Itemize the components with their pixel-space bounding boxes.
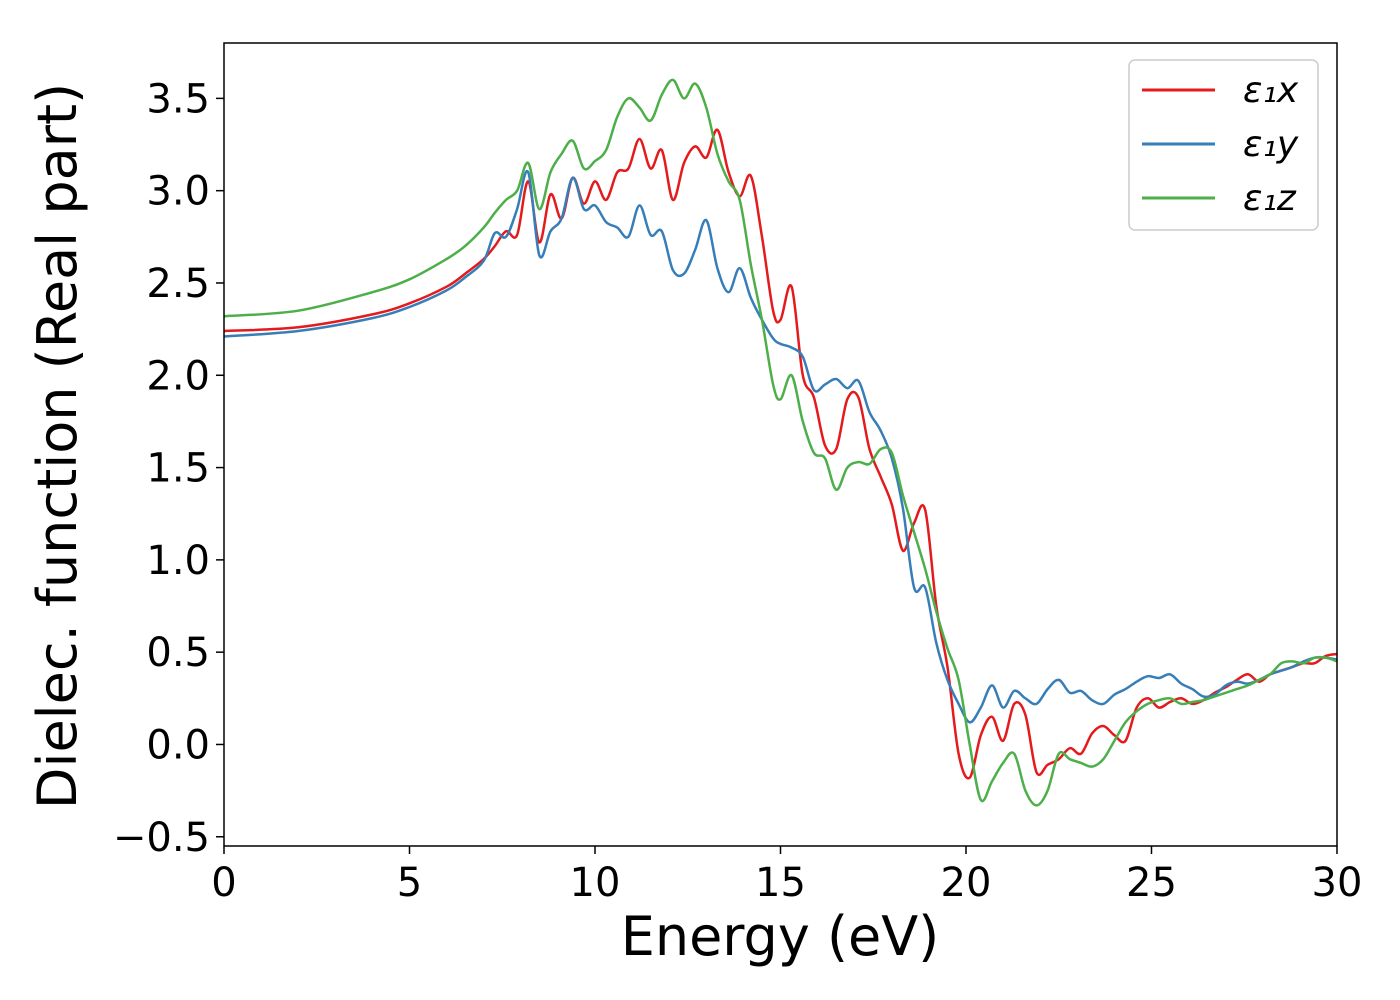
y-tick-label: 1.5 [146,446,210,492]
y-axis-ticks: −0.5 0.0 0.5 1.0 1.5 2.0 2.5 3.0 3.5 [113,76,224,861]
legend-label: ε₁y [1243,124,1299,165]
y-tick-label: 0.5 [146,630,210,676]
x-tick-label: 20 [941,860,992,906]
x-tick-label: 15 [755,860,806,906]
x-tick-label: 0 [211,860,236,906]
y-tick-label: 0.0 [146,722,210,768]
legend: ε₁x ε₁y ε₁z [1128,59,1319,231]
x-axis-title: Energy (eV) [621,905,940,968]
series-line-2 [223,78,1338,807]
y-axis-title: Dielec. function (Real part) [26,83,89,809]
y-tick-label: 3.5 [146,76,210,122]
x-axis-ticks: 0 5 10 15 20 25 30 [211,846,1362,906]
legend-label: ε₁z [1243,178,1297,219]
y-tick-label: 2.0 [146,353,210,399]
legend-box [1128,59,1319,231]
y-tick-label: −0.5 [113,815,210,861]
x-tick-label: 10 [570,860,621,906]
x-tick-label: 30 [1312,860,1363,906]
y-tick-label: 3.0 [146,169,210,215]
y-tick-label: 1.0 [146,538,210,584]
series-layer [223,78,1338,807]
y-tick-label: 2.5 [146,261,210,307]
series-line-1 [223,169,1338,724]
legend-label: ε₁x [1243,70,1299,111]
x-tick-label: 25 [1126,860,1177,906]
x-tick-label: 5 [397,860,422,906]
